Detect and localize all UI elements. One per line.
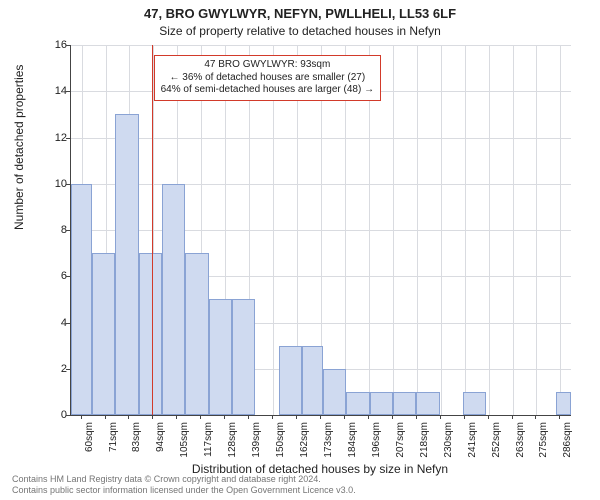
gridline-v [560,45,561,415]
gridline-v [513,45,514,415]
histogram-bar [556,392,571,415]
attribution-footer: Contains HM Land Registry data © Crown c… [12,474,356,496]
histogram-bar [139,253,162,415]
x-tick-label: 139sqm [251,422,262,458]
histogram-bar [416,392,439,415]
y-tick-label: 16 [49,39,67,51]
y-tick-label: 6 [49,270,67,282]
y-tick-mark [66,45,70,46]
x-tick-mark [296,415,297,419]
x-tick-label: 71sqm [108,422,119,452]
y-tick-label: 2 [49,363,67,375]
histogram-bar [115,114,138,415]
x-tick-mark [488,415,489,419]
x-tick-mark [128,415,129,419]
gridline-v [489,45,490,415]
x-tick-label: 286sqm [562,422,573,458]
x-tick-mark [559,415,560,419]
gridline-v [465,45,466,415]
histogram-bar [346,392,369,415]
y-tick-label: 0 [49,409,67,421]
y-tick-label: 8 [49,224,67,236]
y-tick-label: 12 [49,132,67,144]
gridline-v [536,45,537,415]
gridline-v [393,45,394,415]
property-marker-line [152,45,153,415]
x-tick-mark [440,415,441,419]
y-tick-mark [66,230,70,231]
histogram-bar [162,184,185,415]
x-tick-label: 83sqm [131,422,142,452]
histogram-bar [71,184,92,415]
chart-title: 47, BRO GWYLWYR, NEFYN, PWLLHELI, LL53 6… [0,6,600,21]
y-tick-label: 14 [49,85,67,97]
y-tick-mark [66,276,70,277]
gridline-v [441,45,442,415]
x-tick-label: 184sqm [347,422,358,458]
x-tick-label: 263sqm [515,422,526,458]
x-tick-label: 105sqm [179,422,190,458]
x-tick-mark [344,415,345,419]
y-tick-mark [66,415,70,416]
x-tick-label: 60sqm [84,422,95,452]
x-tick-mark [200,415,201,419]
x-tick-mark [535,415,536,419]
histogram-bar [463,392,486,415]
x-tick-mark [464,415,465,419]
annotation-box: 47 BRO GWYLWYR: 93sqm← 36% of detached h… [154,55,381,101]
y-tick-label: 4 [49,317,67,329]
y-tick-mark [66,369,70,370]
footer-line: Contains public sector information licen… [12,485,356,496]
x-tick-label: 207sqm [395,422,406,458]
x-tick-label: 241sqm [467,422,478,458]
x-tick-mark [392,415,393,419]
y-tick-mark [66,323,70,324]
x-tick-mark [320,415,321,419]
x-tick-mark [368,415,369,419]
histogram-bar [279,346,302,415]
x-tick-label: 230sqm [443,422,454,458]
histogram-bar [209,299,232,415]
y-tick-mark [66,138,70,139]
chart-subtitle: Size of property relative to detached ho… [0,24,600,38]
annotation-line: ← 36% of detached houses are smaller (27… [161,72,374,85]
x-tick-label: 150sqm [275,422,286,458]
histogram-bar [393,392,416,415]
x-tick-label: 117sqm [203,422,214,457]
x-tick-label: 162sqm [299,422,310,458]
annotation-line: 64% of semi-detached houses are larger (… [161,84,374,97]
x-tick-mark [512,415,513,419]
x-tick-label: 252sqm [491,422,502,458]
footer-line: Contains HM Land Registry data © Crown c… [12,474,356,485]
x-tick-mark [416,415,417,419]
y-axis-label: Number of detached properties [12,65,26,230]
x-tick-label: 275sqm [538,422,549,458]
x-tick-label: 94sqm [155,422,166,452]
x-tick-label: 218sqm [419,422,430,458]
y-tick-label: 10 [49,178,67,190]
x-tick-mark [248,415,249,419]
y-tick-mark [66,184,70,185]
y-tick-mark [66,91,70,92]
histogram-bar [370,392,393,415]
histogram-bar [232,299,255,415]
histogram-bar [185,253,208,415]
x-tick-mark [81,415,82,419]
x-tick-mark [176,415,177,419]
x-tick-label: 173sqm [323,422,334,458]
annotation-line: 47 BRO GWYLWYR: 93sqm [161,59,374,72]
histogram-bar [302,346,323,415]
x-tick-mark [224,415,225,419]
x-tick-mark [152,415,153,419]
x-tick-mark [272,415,273,419]
x-tick-label: 128sqm [227,422,238,458]
histogram-bar [323,369,346,415]
x-tick-mark [105,415,106,419]
plot-area: 47 BRO GWYLWYR: 93sqm← 36% of detached h… [70,45,571,416]
x-tick-label: 196sqm [371,422,382,458]
gridline-v [417,45,418,415]
histogram-bar [92,253,115,415]
